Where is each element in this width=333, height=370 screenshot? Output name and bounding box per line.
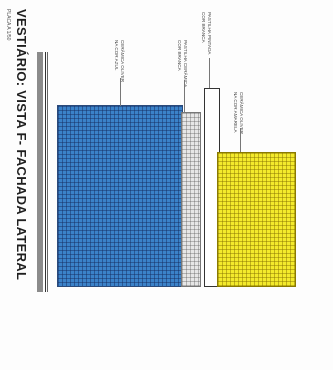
- label-gray-strip-line1: PASTILHA CERÂMICA: [182, 40, 188, 87]
- label-white-pillar-line1: PASTILHA PINTADA: [206, 12, 212, 54]
- ground-line: [45, 52, 46, 292]
- drawing-title: VESTIÁRIO: VISTA F- FACHADA LATERAL: [14, 9, 29, 280]
- label-yellow-wall-line2: NA COR AMARELA: [232, 92, 238, 134]
- label-yellow-wall: CERÂMICA OLIVER NA COR AMARELA: [232, 92, 244, 134]
- blue-tiled-wall: [57, 105, 183, 287]
- leader-yellow-wall: [240, 128, 241, 152]
- ground-base: [37, 52, 43, 292]
- ground-line-secondary: [47, 52, 48, 292]
- leader-blue-wall: [120, 78, 121, 106]
- label-blue-wall-line1: CERÂMICA OLIVER: [119, 40, 125, 82]
- yellow-tiled-wall: [217, 152, 296, 287]
- label-gray-strip: PASTILHA CERÂMICA COR BRANCA: [176, 40, 188, 87]
- leader-white-pillar: [209, 58, 210, 88]
- label-white-pillar: PASTILHA PINTADA COR BRANCA: [200, 12, 212, 54]
- white-tile-strip: [181, 112, 201, 287]
- label-yellow-wall-line1: CERÂMICA OLIVER: [238, 92, 244, 134]
- label-blue-wall: CERÂMICA OLIVER NA COR AZUL: [113, 40, 125, 82]
- drawing-scale: PLACA A 1/50: [5, 9, 11, 40]
- leader-gray-strip: [184, 80, 185, 112]
